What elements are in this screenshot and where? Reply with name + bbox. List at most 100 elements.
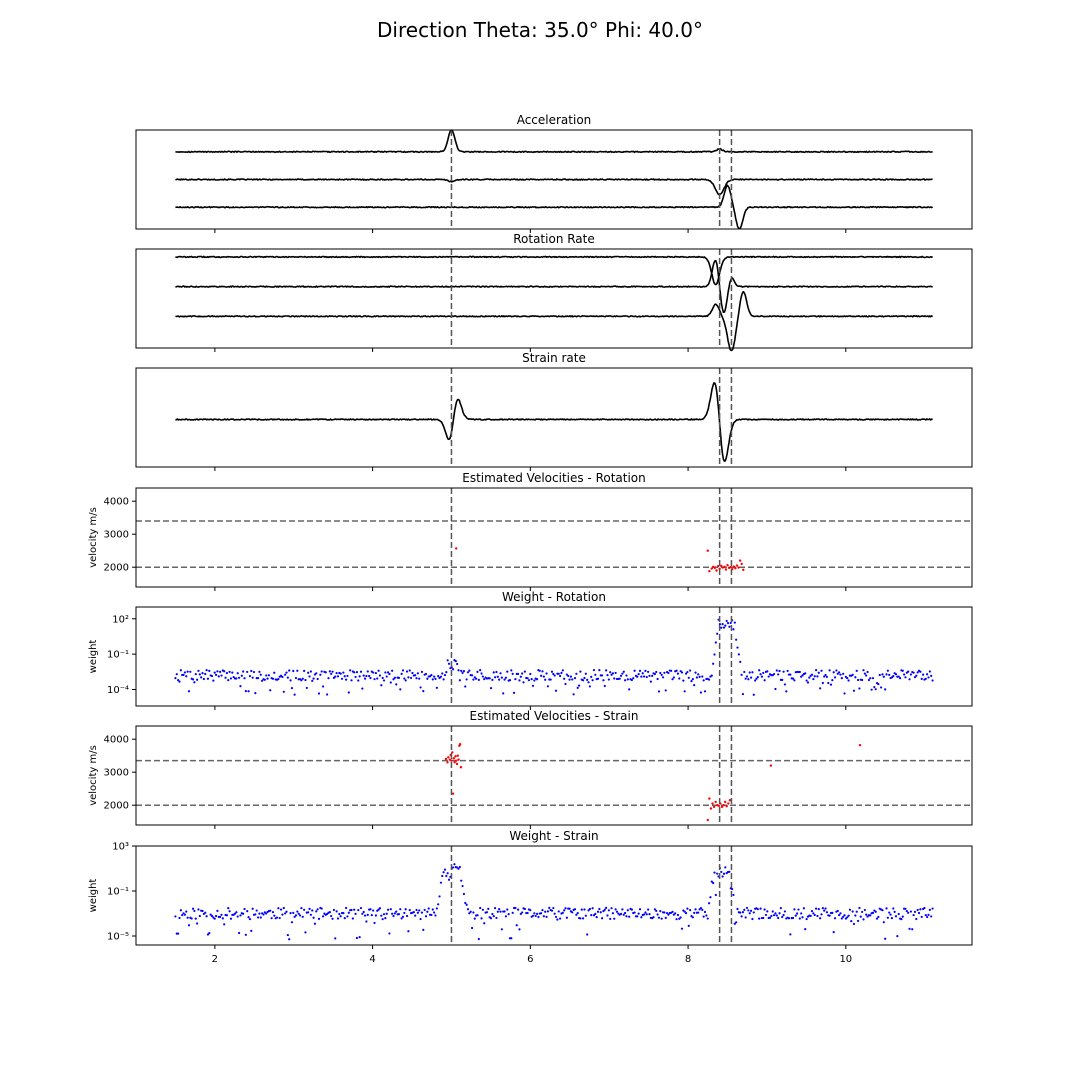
data-point [186, 670, 189, 673]
data-point [185, 675, 188, 678]
data-point [446, 659, 449, 662]
data-point [833, 676, 837, 679]
data-point [655, 670, 658, 674]
data-point [479, 906, 482, 910]
data-point [816, 675, 819, 678]
data-point [279, 908, 283, 911]
data-point [349, 669, 352, 672]
data-point [904, 907, 907, 910]
data-point [713, 653, 716, 656]
data-point [917, 911, 921, 915]
axes-frame [135, 845, 973, 946]
data-point [758, 669, 761, 672]
data-point [289, 912, 292, 915]
data-point [645, 913, 648, 916]
data-point [571, 911, 574, 914]
data-point [335, 671, 338, 675]
y-tick-label: 2000 [104, 801, 129, 812]
data-point [210, 674, 214, 678]
data-point [798, 917, 801, 920]
data-point [573, 908, 577, 911]
data-point [842, 672, 845, 675]
data-point [863, 672, 866, 675]
data-point [446, 761, 449, 764]
data-point [233, 912, 237, 915]
data-point [288, 938, 291, 941]
data-point [642, 913, 646, 916]
data-point [288, 669, 291, 672]
data-point [774, 912, 777, 915]
data-point [407, 930, 410, 933]
data-point [205, 668, 208, 672]
data-point [452, 757, 456, 760]
data-point [609, 917, 612, 920]
data-point [614, 671, 617, 675]
data-point [332, 908, 336, 912]
data-point [573, 677, 577, 680]
data-point [469, 910, 472, 913]
data-point [647, 908, 650, 911]
data-point [391, 912, 394, 915]
data-point [812, 912, 815, 915]
data-point [286, 676, 289, 679]
data-point [546, 685, 550, 688]
data-point [242, 912, 245, 915]
data-point [564, 907, 567, 910]
data-point [358, 936, 361, 939]
data-point [405, 914, 409, 918]
data-point [388, 672, 391, 676]
data-point [418, 909, 421, 912]
data-point [281, 913, 284, 916]
data-point [599, 911, 602, 914]
data-point [691, 678, 694, 681]
data-point [438, 895, 441, 898]
data-point [783, 910, 787, 913]
data-point [913, 910, 917, 913]
data-point [506, 670, 509, 673]
data-point [712, 881, 715, 885]
data-point [339, 915, 342, 918]
data-point [223, 923, 226, 926]
data-point [377, 908, 380, 911]
data-point [698, 675, 701, 679]
data-point [540, 912, 543, 915]
data-point [738, 559, 742, 562]
data-point [373, 921, 376, 925]
data-point [565, 916, 568, 919]
data-point [687, 924, 690, 927]
subplot-title: Estimated Velocities - Rotation [462, 471, 646, 485]
data-point [235, 677, 238, 680]
data-point [542, 915, 545, 918]
data-point [538, 669, 541, 672]
data-point [591, 679, 594, 682]
data-point [871, 677, 875, 680]
data-point [399, 688, 402, 691]
data-point [675, 669, 678, 672]
data-point [506, 908, 509, 911]
data-point [584, 914, 587, 917]
data-point [720, 564, 723, 568]
data-point [419, 686, 422, 689]
data-point [462, 670, 466, 673]
data-point [496, 675, 499, 678]
subplot-1: Acceleration [135, 113, 973, 233]
data-point [659, 910, 662, 913]
data-point [267, 674, 270, 677]
data-point [633, 669, 636, 672]
data-point [355, 936, 359, 940]
data-point [728, 799, 732, 802]
data-point [614, 908, 617, 911]
data-point [609, 671, 612, 674]
data-point [665, 911, 669, 915]
data-point [915, 674, 918, 677]
data-point [388, 932, 391, 935]
data-point [384, 917, 387, 920]
data-point [399, 908, 402, 911]
data-point [500, 928, 503, 931]
data-point [361, 912, 364, 915]
data-point [625, 674, 628, 677]
data-point [370, 914, 373, 917]
data-point [769, 764, 773, 767]
data-point [378, 674, 382, 677]
trace-line-2 [175, 178, 933, 196]
